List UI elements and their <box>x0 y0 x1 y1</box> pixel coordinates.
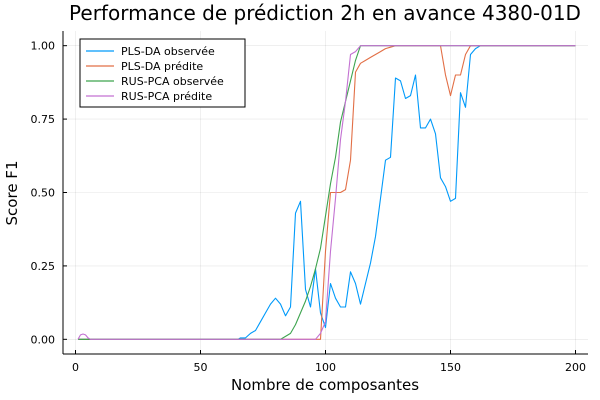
y-tick-label: 1.00 <box>31 40 56 53</box>
series-line <box>78 45 576 340</box>
x-tick-label: 100 <box>315 361 336 374</box>
y-tick-label: 0.00 <box>31 333 56 346</box>
series-layer <box>77 45 576 340</box>
y-tick-label: 0.25 <box>31 260 56 273</box>
legend-label: PLS-DA observée <box>121 45 215 58</box>
x-tick-label: 0 <box>72 361 79 374</box>
x-axis-label: Nombre de composantes <box>231 376 419 394</box>
series-line <box>77 45 576 340</box>
legend-label: RUS-PCA observée <box>121 75 224 88</box>
tick-labels: 0 50 100 150 200 0.00 0.25 0.50 0.75 1.00 <box>31 40 587 374</box>
y-tick-label: 0.50 <box>31 187 56 200</box>
x-tick-label: 150 <box>440 361 461 374</box>
x-tick-label: 50 <box>194 361 208 374</box>
legend-label: PLS-DA prédite <box>121 60 203 73</box>
chart-title: Performance de prédiction 2h en avance 4… <box>69 1 581 25</box>
y-axis-label: Score F1 <box>3 161 21 226</box>
x-tick-label: 200 <box>565 361 586 374</box>
legend: PLS-DA observée PLS-DA prédite RUS-PCA obs… <box>79 38 246 108</box>
legend-label: RUS-PCA prédite <box>121 90 212 103</box>
series-line <box>78 45 576 340</box>
y-tick-label: 0.75 <box>31 113 56 126</box>
